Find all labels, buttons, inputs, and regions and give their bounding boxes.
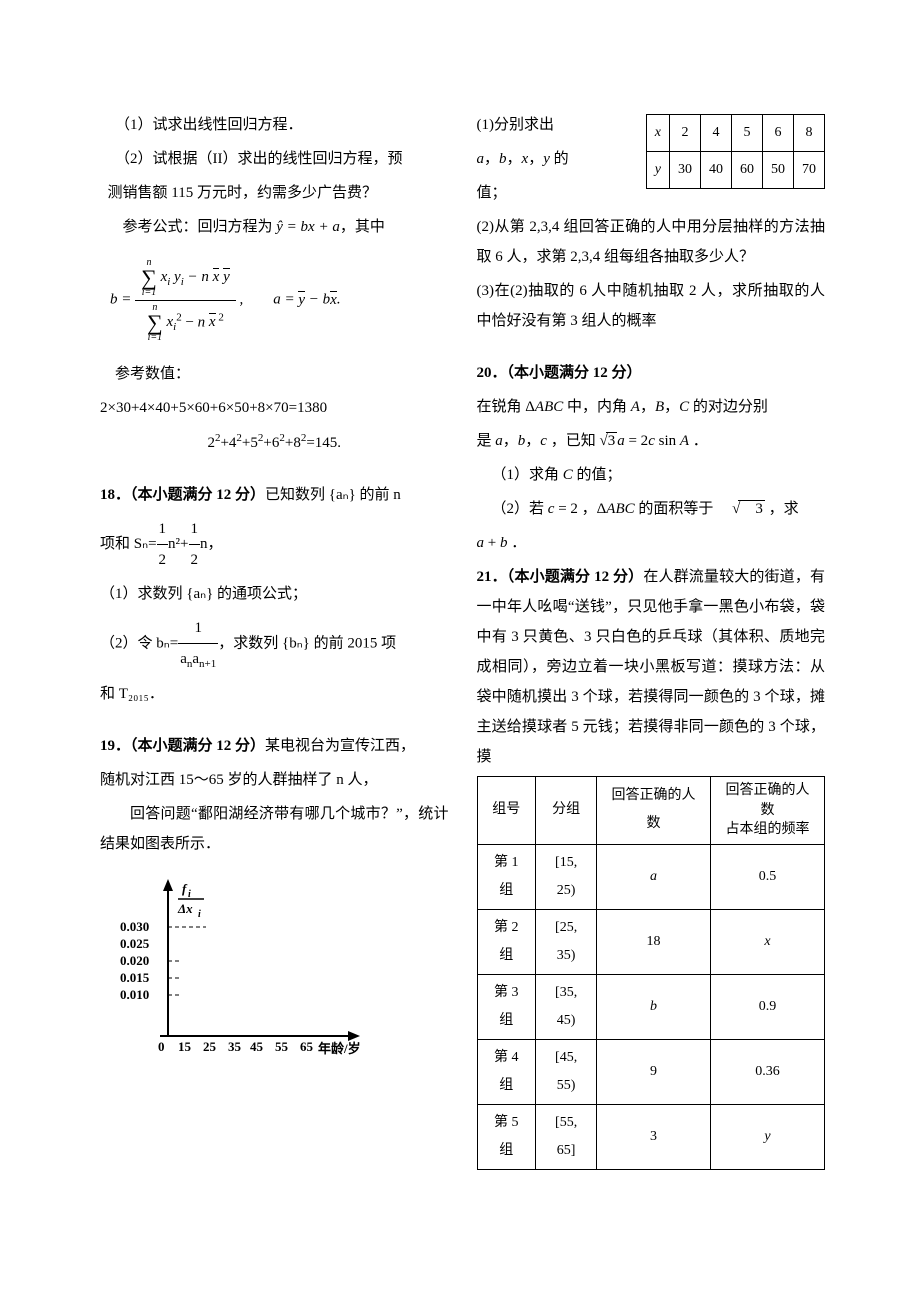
q19-histogram: fi Δxi 0.030 0.025 0.020 0.015 0.010 0 1… — [100, 871, 449, 1072]
svg-text:0.010: 0.010 — [120, 987, 149, 1002]
svg-text:i: i — [198, 909, 201, 920]
q21-heading: 21．（本小题满分 12 分） — [477, 569, 644, 585]
q18-p2: （2）令 bₙ=1anan+1，求数列 {bₙ} 的前 2015 项 — [100, 613, 449, 675]
q20-intro-a: 在锐角 ΔABC 中，内角 A，B，C 的对边分别 — [477, 392, 826, 422]
q19-intro-c: 回答问题“鄱阳湖经济带有哪几个城市？”，统计结果如图表所示． — [100, 799, 449, 859]
q18-heading: 18．（本小题满分 12 分） — [100, 487, 265, 503]
svg-text:35: 35 — [228, 1039, 242, 1054]
q17-ref-values-label: 参考数值： — [100, 359, 449, 389]
q19: 19．（本小题满分 12 分）某电视台为宣传江西， — [100, 731, 449, 761]
svg-text:0.025: 0.025 — [120, 936, 150, 951]
q20-p1: （1）求角 C 的值； — [477, 460, 826, 490]
svg-text:25: 25 — [203, 1039, 217, 1054]
svg-text:0.030: 0.030 — [120, 919, 149, 934]
svg-text:0.015: 0.015 — [120, 970, 150, 985]
svg-text:65: 65 — [300, 1039, 314, 1054]
q17-ref-val1: 2×30+4×40+5×60+6×50+8×70=1380 — [100, 393, 449, 423]
q20-intro-b: 是 a，b，c ，已知 √3a = 2c sin A ． — [477, 426, 826, 456]
xy-table: x 2 4 5 6 8 y 30 40 60 50 70 — [646, 114, 825, 189]
q18-intro-d: n， — [200, 536, 223, 552]
q19-sub1-row: (1)分别求出 a，b，x，y 的 值； x 2 4 5 6 8 y 30 40… — [477, 110, 826, 212]
q20-p2: （2）若 c = 2 ，ΔABC 的面积等于 √3 ，求 — [477, 494, 826, 524]
q19-big-table: 组号 分组 回答正确的人数 回答正确的人数占本组的频率 第 1 组 [15, 2… — [477, 776, 826, 1170]
q19-intro-b: 随机对江西 15～65 岁的人群抽样了 n 人， — [100, 765, 449, 795]
q20-heading: 20．（本小题满分 12 分） — [477, 358, 826, 388]
svg-text:45: 45 — [250, 1039, 264, 1054]
q17-part1: （1）试求出线性回归方程． — [100, 110, 449, 140]
q18-p2a: （2）令 bₙ= — [100, 635, 178, 651]
svg-text:15: 15 — [178, 1039, 192, 1054]
q20-p2c: a + b ． — [477, 528, 826, 558]
q18-p2b: ，求数列 {bₙ} 的前 2015 项 — [218, 635, 396, 651]
q18-p2c: 和 T₂₀₁₅． — [100, 679, 449, 709]
table-row: 第 5 组 [55, 65] 3 y — [477, 1104, 825, 1169]
svg-text:年龄/岁: 年龄/岁 — [318, 1041, 361, 1056]
q17-part2-line1: （2）试根据（II）求出的线性回归方程，预 — [100, 144, 449, 174]
table-row: 第 3 组 [35, 45) b 0.9 — [477, 974, 825, 1039]
svg-text:Δx: Δx — [177, 901, 193, 916]
q19-sub1-label: (1)分别求出 — [477, 110, 638, 140]
q19-sub3: (3)在(2)抽取的 6 人中随机抽取 2 人，求所抽取的人中恰好没有第 3 组… — [477, 276, 826, 336]
q18-sn: 项和 Sₙ=12n²+12n， — [100, 514, 449, 575]
q17-part2-line2: 测销售额 115 万元时，约需多少广告费？ — [100, 178, 449, 208]
q18-intro-c: n²+ — [168, 536, 188, 552]
q19-intro-a: 某电视台为宣传江西， — [265, 738, 415, 754]
svg-text:55: 55 — [275, 1039, 289, 1054]
q21-body: 在人群流量较大的街道，有一中年人吆喝“送钱”，只见他手拿一黑色小布袋，袋中有 3… — [477, 569, 826, 765]
q19-sub1-tail: 值； — [477, 178, 638, 208]
q19-heading: 19．（本小题满分 12 分） — [100, 738, 265, 754]
q19-sub2: (2)从第 2,3,4 组回答正确的人中用分层抽样的方法抽取 6 人，求第 2,… — [477, 212, 826, 272]
q19-sub1-vars: a，b，x，y 的 — [477, 144, 638, 174]
regression-eq: ŷ = bx + a — [276, 219, 340, 235]
q18-p1: （1）求数列 {aₙ} 的通项公式； — [100, 579, 449, 609]
q17-ref-formula-line: 参考公式：回归方程为 ŷ = bx + a，其中 — [100, 212, 449, 242]
regression-b-formula: b = n∑i=1 xi yi − n x y n∑i=1 xi2 − n x … — [110, 256, 449, 345]
svg-text:0: 0 — [158, 1039, 165, 1054]
table-row: 第 2 组 [25, 35) 18 x — [477, 909, 825, 974]
svg-text:0.020: 0.020 — [120, 953, 149, 968]
table-row: 第 1 组 [15, 25) a 0.5 — [477, 844, 825, 909]
q17-ref-val2: 22+42+52+62+82=145. — [100, 427, 449, 458]
q17-ref-formula-intro: 参考公式：回归方程为 — [123, 219, 273, 235]
q18-intro-a: 已知数列 {aₙ} 的前 n — [265, 487, 401, 503]
q18-intro-b: 项和 Sₙ= — [100, 536, 157, 552]
q17-ref-formula-tail: ，其中 — [340, 219, 385, 235]
q21: 21．（本小题满分 12 分）在人群流量较大的街道，有一中年人吆喝“送钱”，只见… — [477, 562, 826, 772]
q18: 18．（本小题满分 12 分）已知数列 {aₙ} 的前 n — [100, 480, 449, 510]
table-row: 第 4 组 [45, 55) 9 0.36 — [477, 1039, 825, 1104]
